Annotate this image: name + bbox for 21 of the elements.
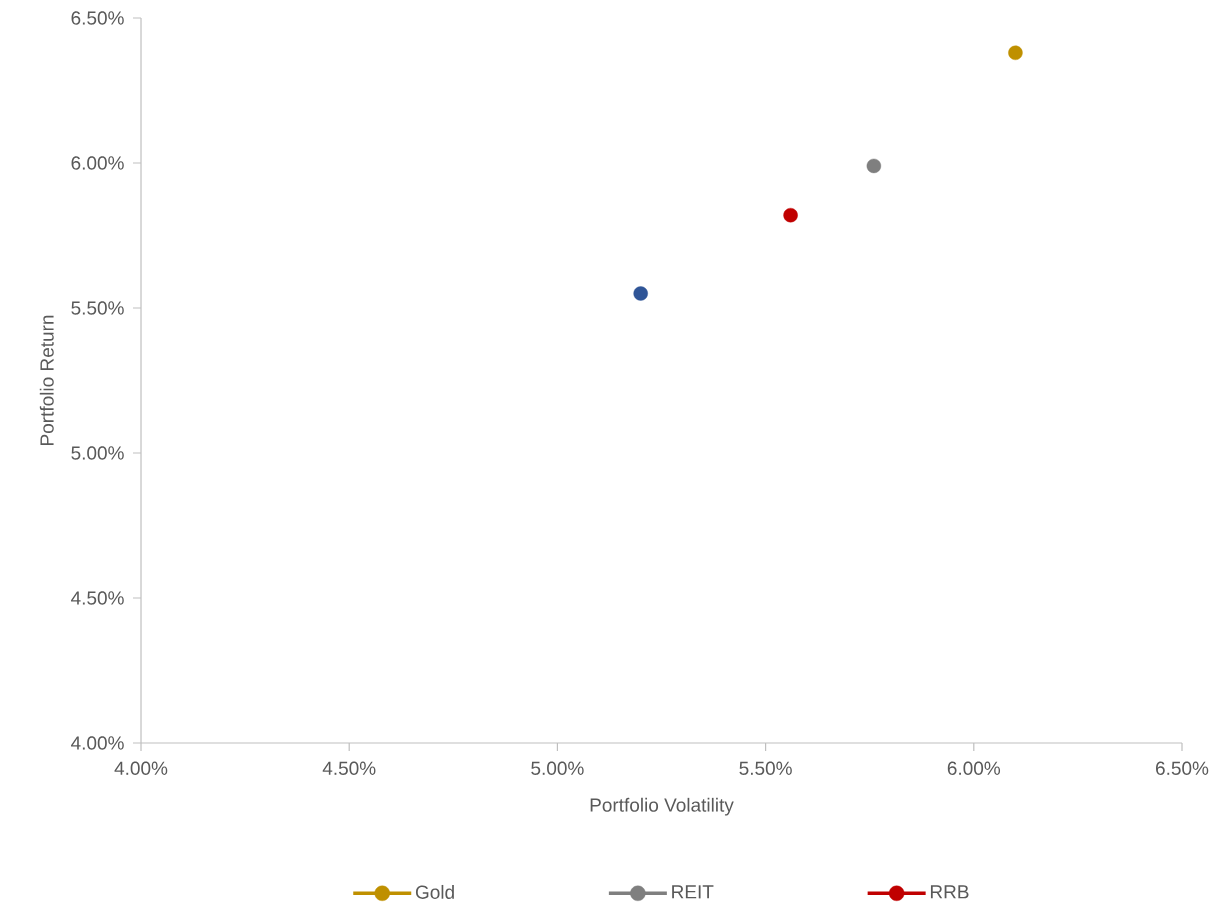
- legend-label: Gold: [415, 885, 454, 900]
- x-tick-label: 6.50%: [1156, 761, 1209, 776]
- x-tick-label: 5.50%: [739, 761, 792, 776]
- y-axis-title: Portfolio Return: [39, 315, 54, 446]
- point: [866, 158, 882, 174]
- point: [1008, 45, 1023, 61]
- y-tick-label: 4.00%: [71, 736, 124, 750]
- x-tick-label: 6.00%: [947, 761, 1001, 776]
- x-tick-label: 5.00%: [531, 761, 584, 776]
- point: [783, 208, 798, 223]
- x-axis-title: Portfolio Volatility: [590, 798, 734, 816]
- y-tick-label: 4.50%: [71, 591, 124, 605]
- legend-label: REIT: [672, 885, 714, 899]
- y-tick-label: 5.50%: [71, 301, 124, 315]
- x-tick-label: 4.00%: [114, 761, 168, 776]
- point: [633, 286, 648, 301]
- x-tick-label: 4.50%: [322, 761, 376, 776]
- y-tick-label: 6.00%: [71, 156, 124, 170]
- legend-label: RRB: [930, 885, 969, 899]
- y-tick-label: 5.00%: [71, 446, 124, 460]
- y-tick-label: 6.50%: [71, 11, 124, 25]
